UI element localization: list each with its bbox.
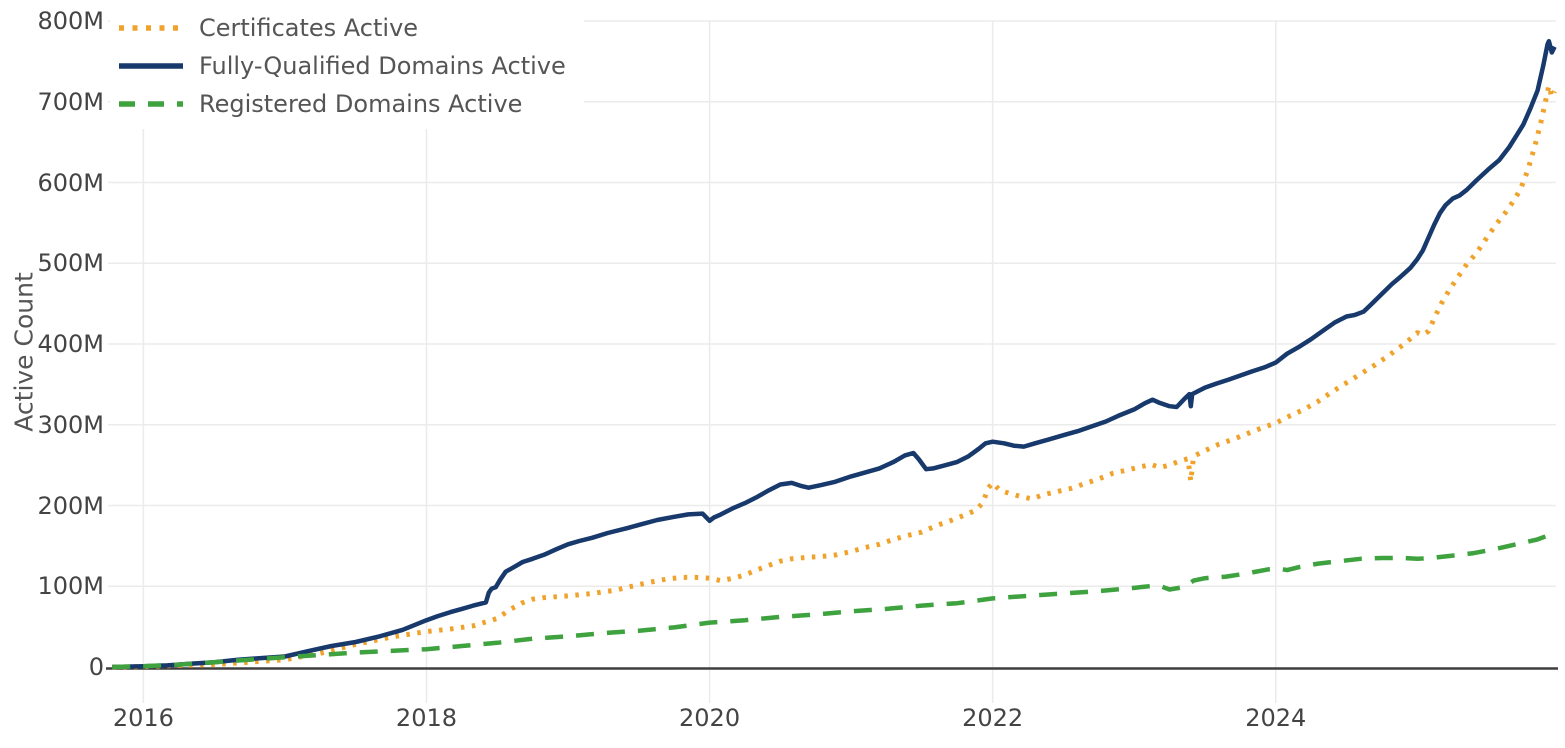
x-tick-label: 2016 (112, 704, 174, 732)
series-line (112, 83, 1557, 670)
legend-item-fully-qualified-domains-active[interactable]: Fully-Qualified Domains Active (118, 47, 566, 85)
series-line (112, 530, 1556, 670)
y-tick-label: 0 (88, 653, 104, 681)
x-tick-label: 2018 (395, 704, 457, 732)
legend-label: Registered Domains Active (199, 90, 523, 118)
x-tick-label: 2022 (962, 704, 1024, 732)
legend: Certificates Active Fully-Qualified Doma… (110, 5, 584, 129)
solid-line-swatch-icon (119, 63, 183, 69)
legend-label: Certificates Active (199, 14, 419, 42)
x-tick-label: 2020 (679, 704, 741, 732)
y-tick-label: 600M (37, 168, 104, 197)
y-tick-label: 200M (37, 491, 104, 520)
dashed-line-swatch-icon (119, 101, 183, 107)
legend-label: Fully-Qualified Domains Active (199, 52, 566, 80)
dotted-line-swatch-icon (119, 25, 183, 31)
x-tick-label: 2024 (1245, 704, 1307, 732)
y-tick-label: 300M (37, 410, 104, 439)
y-tick-label: 400M (37, 330, 104, 358)
series-line (112, 38, 1557, 670)
legend-item-certificates-active[interactable]: Certificates Active (118, 9, 566, 47)
legend-item-registered-domains-active[interactable]: Registered Domains Active (118, 85, 566, 123)
y-tick-label: 100M (37, 572, 104, 601)
y-tick-label: 500M (37, 249, 104, 278)
y-axis-title: Active Count (9, 272, 39, 432)
y-tick-label: 800M (37, 7, 104, 35)
y-tick-label: 700M (37, 87, 104, 116)
